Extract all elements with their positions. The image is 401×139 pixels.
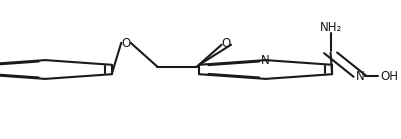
Text: O: O (222, 37, 231, 50)
Text: OH: OH (380, 70, 398, 83)
Text: N: N (356, 70, 365, 83)
Text: NH₂: NH₂ (320, 21, 342, 34)
Text: N: N (261, 54, 270, 67)
Text: O: O (122, 37, 131, 50)
